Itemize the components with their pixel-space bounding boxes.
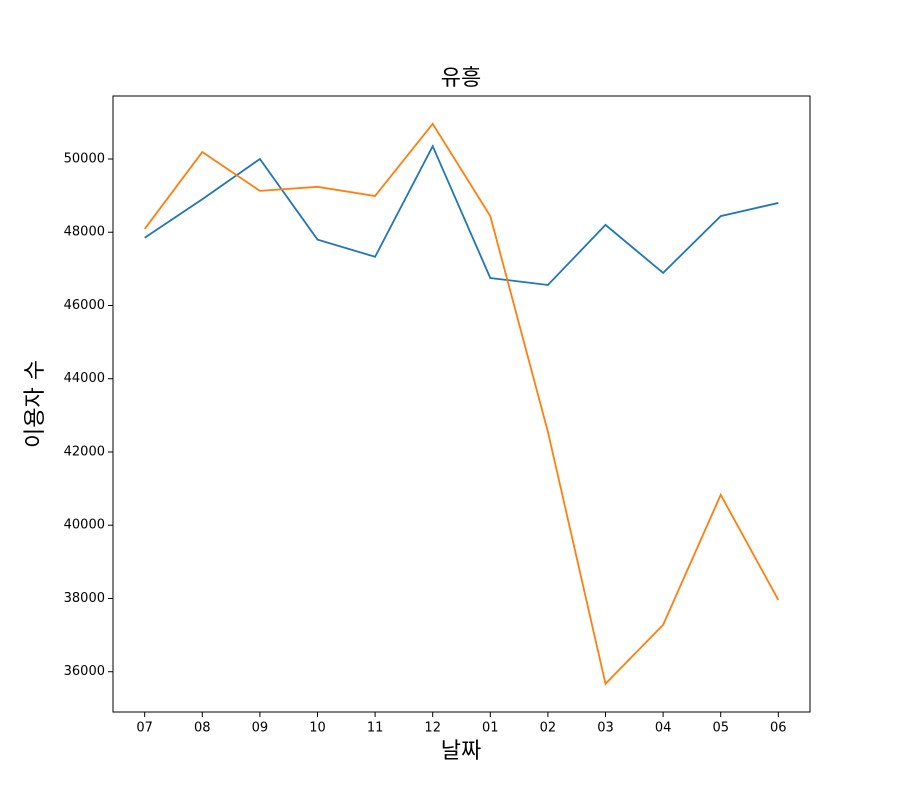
x-tick-label: 10: [309, 721, 326, 736]
y-tick-label: 44000: [64, 371, 105, 386]
x-tick-label: 12: [424, 721, 441, 736]
x-tick-label: 11: [367, 721, 384, 736]
x-tick-label: 06: [770, 721, 787, 736]
x-axis-label: 날짜: [441, 739, 481, 764]
x-tick-label: 02: [540, 721, 557, 736]
x-tick-label: 03: [597, 721, 614, 736]
y-tick-label: 46000: [64, 298, 105, 313]
plot-frame: [112, 95, 811, 713]
series-line: [144, 144, 779, 286]
y-tick-label: 36000: [64, 664, 105, 679]
y-tick-label: 42000: [64, 444, 105, 459]
y-axis-label: 이용자 수: [23, 360, 48, 448]
y-tick-label: 40000: [64, 518, 105, 533]
x-tick-label: 07: [136, 721, 153, 736]
x-tick-label: 04: [655, 721, 672, 736]
x-tick-label: 09: [252, 721, 269, 736]
y-tick-label: 48000: [64, 225, 105, 240]
x-tick-label: 01: [482, 721, 499, 736]
y-tick-label: 50000: [64, 151, 105, 166]
series-line: [143, 122, 780, 686]
x-tick-label: 08: [194, 721, 211, 736]
chart-title: 유흥: [441, 66, 481, 91]
y-tick-label: 38000: [64, 591, 105, 606]
x-tick-label: 05: [712, 721, 729, 736]
